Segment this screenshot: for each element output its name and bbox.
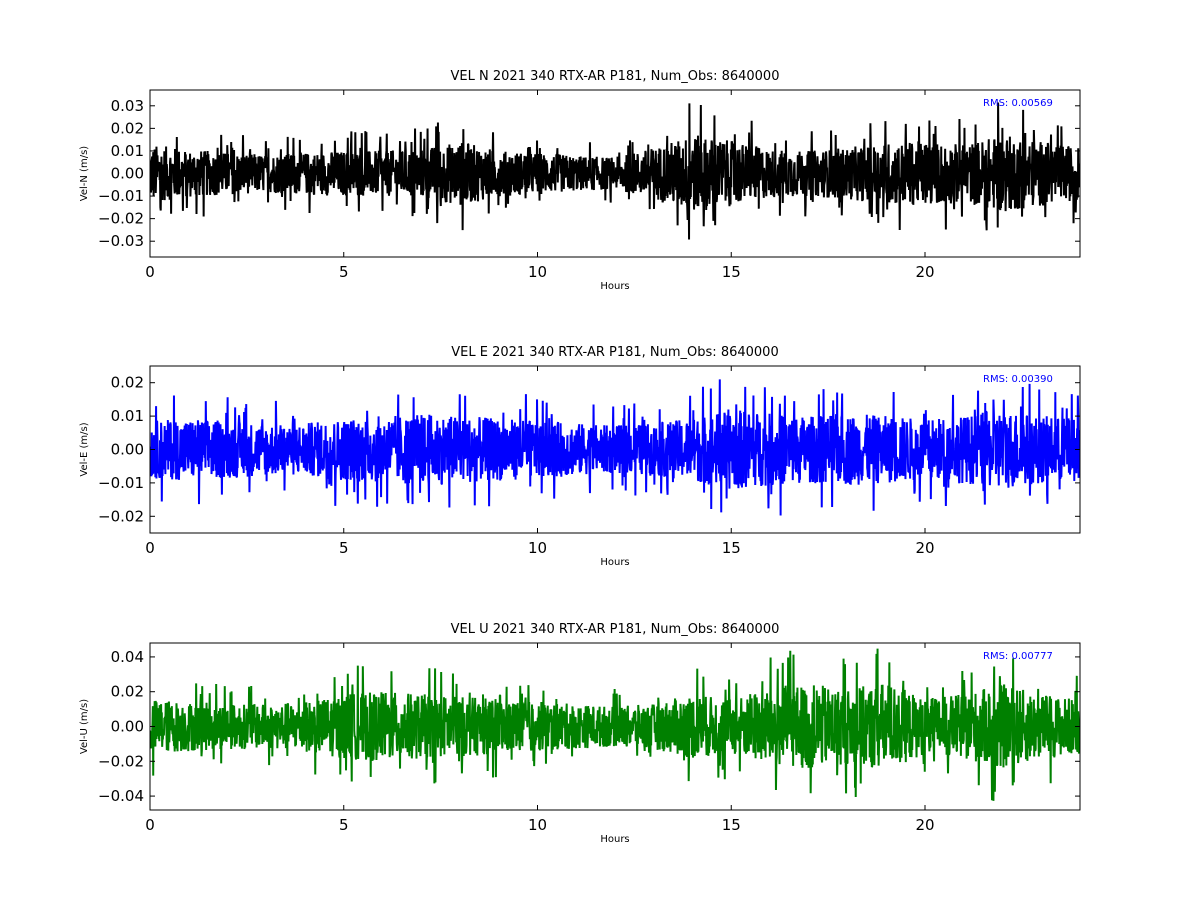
y-tick-label: 0.01 — [111, 142, 144, 160]
x-tick-label: 15 — [722, 816, 741, 834]
x-tick-label: 5 — [339, 539, 349, 557]
y-tick-label: −0.04 — [98, 787, 144, 805]
x-tick-label: 10 — [528, 539, 547, 557]
x-tick-label: 20 — [915, 816, 934, 834]
y-tick-label: −0.01 — [98, 187, 144, 205]
y-tick-label: 0.03 — [111, 97, 144, 115]
x-tick-label: 0 — [145, 539, 155, 557]
y-tick-label: 0.01 — [111, 407, 144, 425]
chart-title: VEL N 2021 340 RTX-AR P181, Num_Obs: 864… — [451, 69, 780, 84]
rms-annotation: RMS: 0.00390 — [983, 374, 1053, 385]
x-tick-label: 10 — [528, 263, 547, 281]
x-tick-label: 0 — [145, 816, 155, 834]
series-line — [150, 379, 1080, 516]
x-axis-label: Hours — [600, 281, 629, 292]
y-tick-label: 0.02 — [111, 683, 144, 701]
chart-title: VEL E 2021 340 RTX-AR P181, Num_Obs: 864… — [451, 345, 778, 360]
y-axis-label: Vel-N (m/s) — [79, 146, 90, 201]
y-tick-label: −0.02 — [98, 210, 144, 228]
x-tick-label: 15 — [722, 539, 741, 557]
chart-title: VEL U 2021 340 RTX-AR P181, Num_Obs: 864… — [451, 622, 780, 637]
y-axis-label: Vel-U (m/s) — [79, 699, 90, 754]
y-tick-label: −0.02 — [98, 507, 144, 525]
y-tick-label: −0.01 — [98, 474, 144, 492]
series-line — [150, 102, 1080, 240]
y-axis-label: Vel-E (m/s) — [79, 422, 90, 476]
x-tick-label: 20 — [915, 263, 934, 281]
x-axis-label: Hours — [600, 557, 629, 568]
x-tick-label: 15 — [722, 263, 741, 281]
x-tick-label: 10 — [528, 816, 547, 834]
rms-annotation: RMS: 0.00777 — [983, 651, 1053, 662]
y-tick-label: 0.00 — [111, 165, 144, 183]
x-tick-label: 0 — [145, 263, 155, 281]
y-tick-label: 0.04 — [111, 648, 144, 666]
x-tick-label: 5 — [339, 263, 349, 281]
series-line — [150, 648, 1080, 801]
y-tick-label: 0.00 — [111, 441, 144, 459]
x-axis-label: Hours — [600, 834, 629, 845]
y-tick-label: 0.02 — [111, 374, 144, 392]
y-tick-label: 0.02 — [111, 119, 144, 137]
y-tick-label: −0.03 — [98, 232, 144, 250]
panel-1: 0 5 10 15 20 −0.03 −0.02 −0.01 0.00 0.01 0.02 0.03 V… — [79, 69, 1081, 292]
x-tick-label: 5 — [339, 816, 349, 834]
x-tick-label: 20 — [915, 539, 934, 557]
panel-2: 0 5 10 15 20 −0.02 −0.01 0.00 0.01 0.02 VEL E 2021… — [79, 345, 1081, 568]
y-tick-label: 0.00 — [111, 718, 144, 736]
rms-annotation: RMS: 0.00569 — [983, 98, 1053, 109]
panel-3: 0 5 10 15 20 −0.04 −0.02 0.00 0.02 0.04 VEL U 2021… — [79, 622, 1081, 845]
y-tick-label: −0.02 — [98, 752, 144, 770]
